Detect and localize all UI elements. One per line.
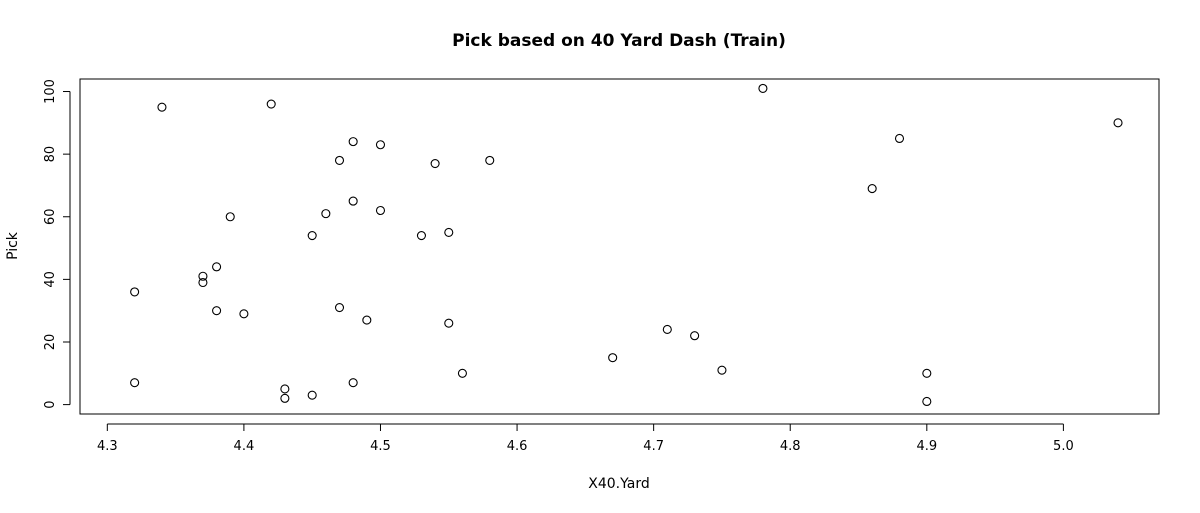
data-point	[375, 205, 386, 216]
data-point	[212, 262, 222, 272]
data-point	[867, 184, 877, 194]
x-tick-label: 4.6	[507, 439, 528, 454]
data-point	[280, 393, 290, 403]
data-point	[690, 331, 700, 341]
data-point	[608, 353, 618, 363]
data-point	[457, 368, 467, 378]
data-point	[416, 230, 427, 241]
y-tick-label: 60	[43, 208, 58, 225]
x-tick-label: 4.3	[97, 439, 118, 454]
data-point	[717, 365, 727, 375]
x-tick-label: 4.4	[234, 439, 255, 454]
data-point	[922, 368, 932, 378]
data-point	[348, 378, 358, 388]
data-point	[334, 155, 345, 165]
data-point	[430, 158, 440, 169]
data-point	[157, 102, 167, 112]
data-point	[922, 396, 932, 407]
data-point	[212, 306, 222, 316]
data-point	[307, 390, 317, 400]
data-point	[307, 230, 317, 241]
data-point	[444, 227, 454, 237]
data-point	[334, 303, 345, 313]
data-point	[239, 309, 249, 319]
data-point	[321, 209, 331, 219]
data-point	[485, 155, 495, 165]
x-axis: 4.3 4.4 4.5 4.6 4.7 4.8 4.9 5.0	[97, 423, 1074, 454]
data-point	[198, 271, 208, 281]
data-point	[348, 137, 358, 147]
x-tick-label: 4.9	[916, 439, 937, 454]
data-point	[348, 196, 358, 206]
y-axis-label: Pick	[5, 231, 21, 260]
x-axis-label: X40.Yard	[588, 476, 649, 492]
data-point	[362, 315, 372, 325]
y-tick-label: 40	[43, 271, 58, 288]
data-point	[130, 378, 140, 388]
y-axis: 0 20 40 60 80 100	[43, 79, 71, 409]
chart-title: Pick based on 40 Yard Dash (Train)	[452, 31, 786, 51]
y-tick-label: 0	[43, 400, 58, 408]
data-point	[758, 83, 768, 93]
data-point	[662, 324, 672, 335]
data-points	[130, 83, 1123, 407]
plot-frame	[79, 78, 1160, 415]
x-tick-label: 4.5	[370, 439, 391, 454]
data-point	[1113, 118, 1123, 128]
data-point	[444, 318, 454, 328]
x-tick-label: 5.0	[1053, 439, 1074, 454]
y-tick-label: 20	[43, 334, 58, 351]
data-point	[280, 384, 290, 394]
data-point	[198, 277, 208, 288]
x-tick-label: 4.8	[780, 439, 801, 454]
y-tick-label: 80	[43, 146, 58, 163]
x-tick-label: 4.7	[643, 439, 664, 454]
data-point	[375, 140, 386, 150]
data-point	[225, 212, 235, 222]
data-point	[266, 99, 276, 109]
data-point	[130, 287, 140, 297]
data-point	[894, 133, 905, 144]
y-tick-label: 100	[43, 79, 58, 104]
